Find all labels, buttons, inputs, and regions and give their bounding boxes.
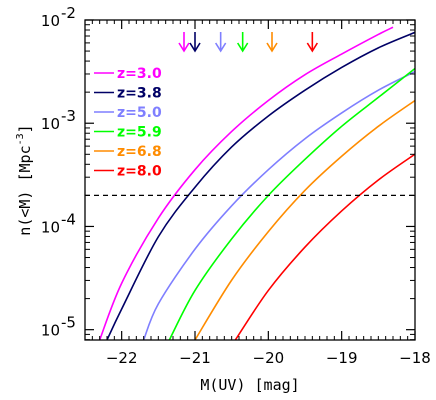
y-axis-label-main: n(<M) [Mpc <box>16 145 34 235</box>
marker-arrow-z-3-0 <box>178 32 190 53</box>
marker-arrow-z-8-0 <box>306 32 319 53</box>
y-tick-label: 10 <box>41 218 60 236</box>
legend-entry: z=8.0 <box>94 164 162 180</box>
x-tick-label: −21 <box>179 349 211 367</box>
series-line-z-8-0 <box>234 153 415 340</box>
x-tick-label: −19 <box>326 349 358 367</box>
legend-entry: z=5.9 <box>94 125 162 141</box>
x-axis-label: M(UV) [mag] <box>200 376 299 394</box>
y-tick-label: 10 <box>41 12 60 30</box>
y-tick-exponent: -5 <box>61 314 76 332</box>
y-tick-exponent: -4 <box>61 210 76 228</box>
marker-arrow-z-3-8 <box>189 32 201 53</box>
series-layer <box>98 26 415 340</box>
y-tick-exponent: -2 <box>61 4 76 22</box>
marker-arrow-z-5-0 <box>214 32 227 53</box>
y-axis-label: n(<M) [Mpc-3] <box>15 124 34 235</box>
series-line-z-5-0 <box>142 70 415 340</box>
legend-label: z=5.0 <box>117 105 162 121</box>
legend-label: z=8.0 <box>117 164 162 180</box>
x-tick-label: −22 <box>106 349 138 367</box>
legend-label: z=5.9 <box>117 125 162 141</box>
legend-entry: z=3.8 <box>94 86 162 102</box>
marker-arrow-z-6-8 <box>266 32 278 53</box>
x-tick-label: −18 <box>399 349 431 367</box>
series-line-z-6-8 <box>194 99 415 340</box>
legend-label: z=6.8 <box>117 144 162 160</box>
legend-entry: z=3.0 <box>94 66 162 82</box>
series-line-z-5-9 <box>168 67 415 340</box>
plot-frame <box>84 19 416 341</box>
marker-arrow-z-5-9 <box>236 32 249 53</box>
y-tick-exponent: -3 <box>61 107 76 125</box>
legend-label: z=3.8 <box>117 86 162 102</box>
legend: z=3.0 z=3.8 z=5.0 z=5.9 z=6.8 z=8.0 <box>94 66 162 180</box>
legend-entry: z=5.0 <box>94 105 162 121</box>
y-tick-label: 10 <box>41 115 60 133</box>
y-tick-label: 10 <box>41 322 60 340</box>
arrow-layer <box>178 32 319 53</box>
y-axis-label-exp: -3 <box>15 133 26 145</box>
series-line-z-3-8 <box>106 31 415 340</box>
legend-label: z=3.0 <box>117 66 162 82</box>
y-axis-label-close: ] <box>16 124 34 133</box>
legend-entry: z=6.8 <box>94 144 162 160</box>
x-tick-label: −20 <box>253 349 285 367</box>
series-line-z-3-0 <box>98 26 394 340</box>
